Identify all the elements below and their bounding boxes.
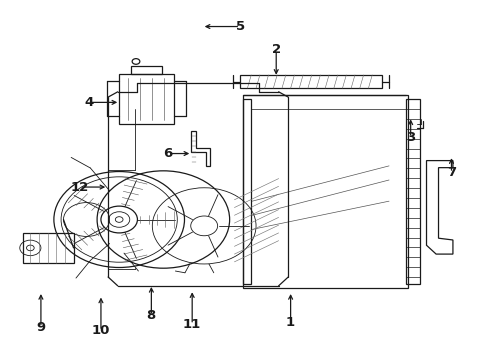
Text: 11: 11 <box>183 318 201 331</box>
Text: 3: 3 <box>406 131 416 144</box>
Bar <box>131 66 162 74</box>
Text: 7: 7 <box>447 166 456 179</box>
Text: 1: 1 <box>286 316 295 329</box>
Bar <box>243 99 251 284</box>
Text: 8: 8 <box>147 309 156 322</box>
Text: 2: 2 <box>271 43 281 56</box>
Text: 12: 12 <box>70 181 89 194</box>
Bar <box>406 99 420 284</box>
Text: 5: 5 <box>236 20 245 33</box>
Text: 10: 10 <box>92 324 110 337</box>
Bar <box>243 95 408 288</box>
Bar <box>119 74 174 123</box>
Bar <box>240 75 382 88</box>
Text: 9: 9 <box>36 321 46 334</box>
Text: 4: 4 <box>84 96 94 109</box>
Text: 6: 6 <box>164 147 173 160</box>
Bar <box>23 233 74 263</box>
